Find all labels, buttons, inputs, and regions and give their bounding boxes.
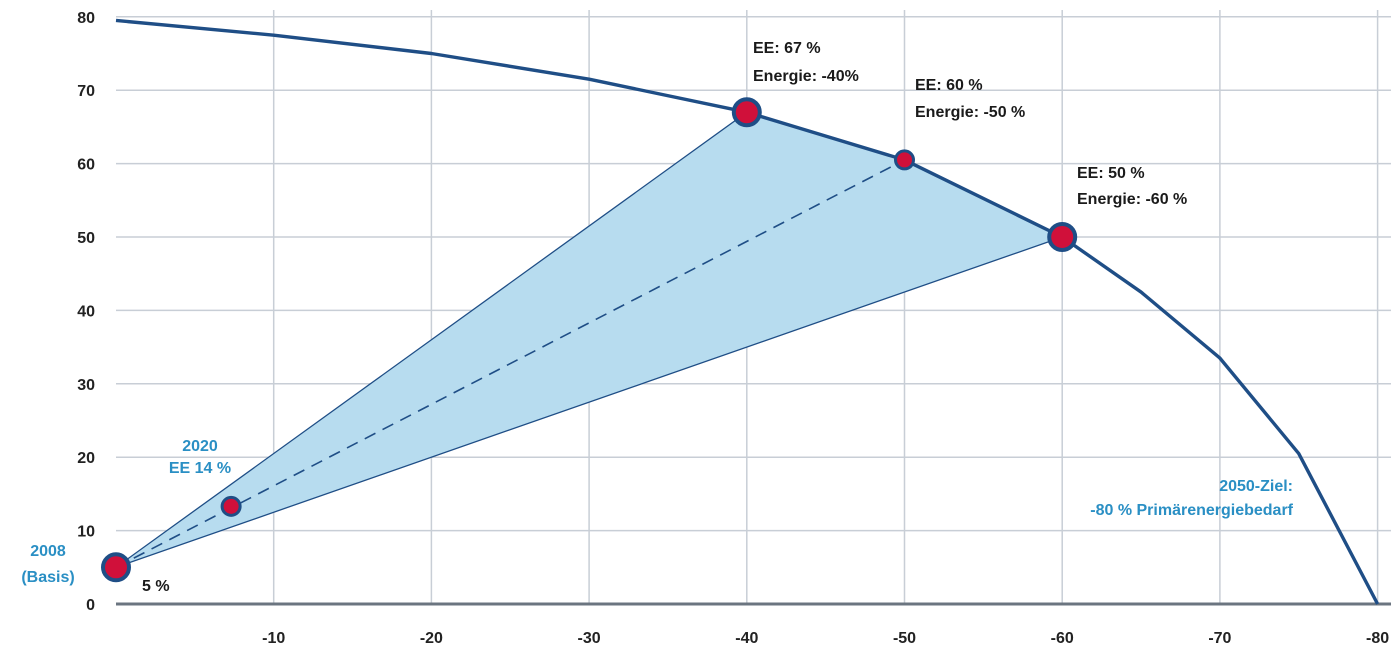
annotations: 2008 (Basis) 5 % 2020 EE 14 % EE: 67 % E… (21, 40, 1293, 595)
annotation-basis-label: (Basis) (21, 569, 74, 586)
y-tick-label: 70 (77, 83, 95, 100)
tick-labels: 0 10 20 30 40 50 60 70 80 -10 -20 -30 -40 -50 -60 -70 -8… (77, 10, 1389, 647)
data-point-marker (220, 495, 242, 517)
y-tick-label: 40 (77, 303, 95, 320)
markers (101, 97, 1078, 583)
data-point-marker (731, 97, 762, 128)
data-point-marker (101, 552, 131, 583)
annotation-60-ee: EE: 50 % (1077, 165, 1145, 182)
y-tick-label: 80 (77, 10, 95, 27)
dashed-line (115, 159, 905, 569)
y-tick-label: 30 (77, 377, 95, 394)
y-tick-label: 10 (77, 524, 95, 541)
annotation-2020-ee: EE 14 % (169, 460, 231, 477)
x-tick-label: -20 (420, 630, 443, 647)
x-tick-label: -50 (893, 630, 916, 647)
x-tick-label: -10 (262, 630, 285, 647)
annotation-40-energy: Energie: -40% (753, 68, 859, 85)
annotation-goal-text: -80 % Primärenergiebedarf (1090, 502, 1293, 519)
x-tick-label: -40 (735, 630, 758, 647)
x-tick-label: -80 (1366, 630, 1389, 647)
annotation-goal-title: 2050-Ziel: (1219, 478, 1293, 495)
data-point-marker (894, 149, 915, 171)
x-tick-label: -70 (1208, 630, 1231, 647)
y-tick-label: 20 (77, 450, 95, 467)
x-tick-label: -60 (1051, 630, 1074, 647)
x-tick-label: -30 (578, 630, 601, 647)
annotation-50-energy: Energie: -50 % (915, 104, 1025, 121)
y-tick-label: 60 (77, 157, 95, 174)
annotation-50-ee: EE: 60 % (915, 77, 983, 94)
annotation-40-ee: EE: 67 % (753, 40, 821, 57)
annotation-basis-value: 5 % (142, 578, 170, 595)
y-tick-label: 0 (86, 597, 95, 614)
y-tick-label: 50 (77, 230, 95, 247)
annotation-2020-year: 2020 (182, 438, 218, 455)
annotation-60-energy: Energie: -60 % (1077, 191, 1187, 208)
data-point-marker (1047, 222, 1078, 252)
annotation-basis-year: 2008 (30, 543, 66, 560)
